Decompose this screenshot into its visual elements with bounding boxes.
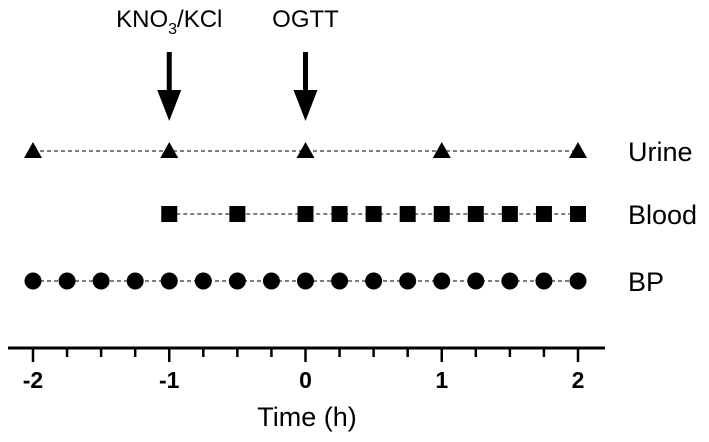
urine-marker: [432, 142, 451, 158]
series-layer: [24, 142, 587, 290]
bp-marker: [501, 272, 519, 290]
blood-marker: [467, 206, 484, 222]
blood-marker: [570, 206, 586, 222]
x-tick-label: 2: [572, 367, 585, 393]
x-tick-label: 0: [299, 367, 312, 393]
down-arrow-icon: [157, 90, 182, 121]
series-label-bp: BP: [628, 267, 664, 297]
urine-marker: [569, 142, 587, 158]
down-arrow-icon: [293, 90, 318, 121]
bp-marker: [569, 272, 587, 290]
blood-marker: [297, 206, 314, 222]
blood-marker: [433, 206, 450, 222]
bp-marker: [399, 272, 417, 290]
x-tick-label: -2: [23, 367, 43, 393]
urine-marker: [160, 142, 179, 158]
annotation-label-kno-kcl: KNO3/KCl: [116, 6, 222, 38]
annotation-label-ogtt: OGTT: [272, 6, 339, 33]
blood-marker: [331, 206, 348, 222]
x-axis: -2 -1 0 1 2: [8, 346, 605, 393]
bp-marker: [160, 272, 178, 290]
bp-marker: [58, 272, 76, 290]
bp-marker: [467, 272, 485, 290]
annotation-layer: KNO3/KCl OGTT: [116, 6, 339, 121]
x-axis-label: Time (h): [257, 402, 357, 432]
series-label-blood: Blood: [628, 200, 697, 230]
urine-marker: [24, 142, 42, 158]
bp-marker: [24, 272, 42, 290]
bp-marker: [535, 272, 553, 290]
blood-marker: [161, 206, 178, 222]
bp-marker: [433, 272, 451, 290]
bp-marker: [194, 272, 212, 290]
series-label-layer: Urine Blood BP: [628, 137, 697, 297]
x-tick-label: 1: [435, 367, 448, 393]
blood-marker: [365, 206, 382, 222]
bp-marker: [297, 272, 314, 290]
x-tick-label: -1: [159, 367, 180, 393]
bp-marker: [365, 272, 383, 290]
blood-marker: [501, 206, 518, 222]
bp-marker: [262, 272, 280, 290]
blood-marker: [229, 206, 246, 222]
urine-marker: [296, 142, 315, 158]
blood-marker: [399, 206, 416, 222]
blood-marker: [535, 206, 552, 222]
series-label-urine: Urine: [628, 137, 693, 167]
bp-marker: [92, 272, 110, 290]
bp-marker: [228, 272, 246, 290]
bp-marker: [126, 272, 144, 290]
bp-marker: [331, 272, 349, 290]
